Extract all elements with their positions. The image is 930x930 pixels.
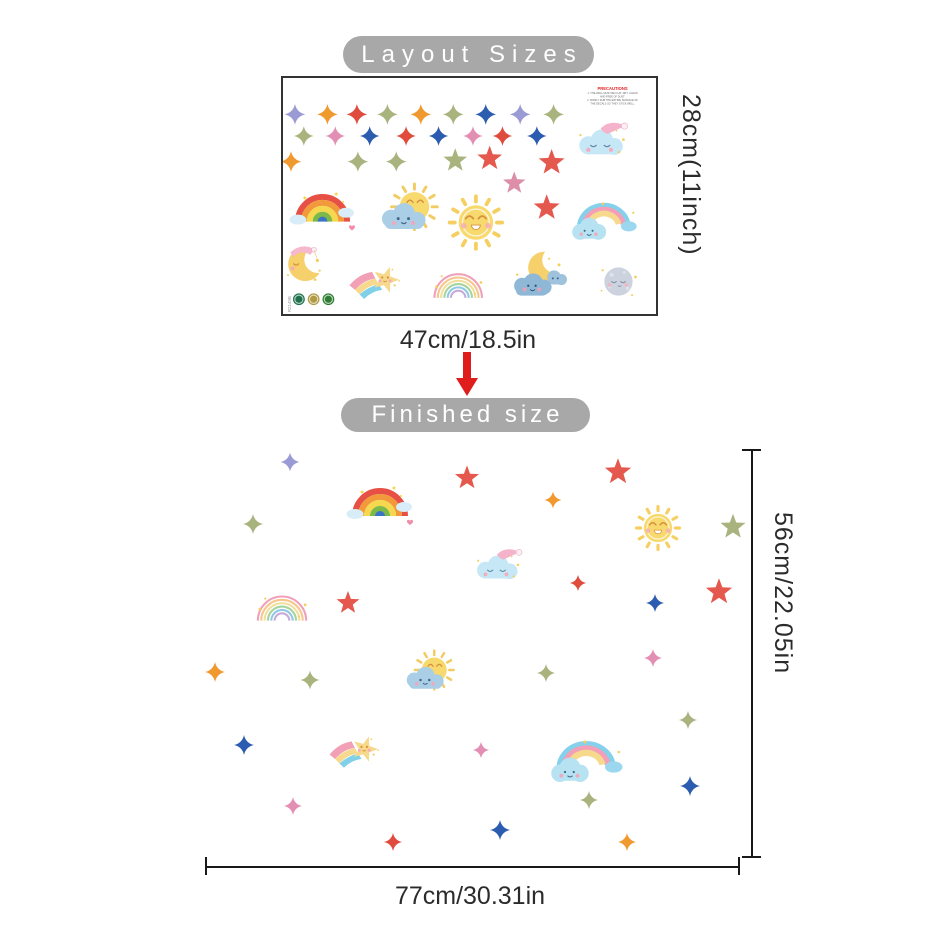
- sticker-spark: [428, 126, 449, 146]
- sticker-spark: [396, 126, 416, 146]
- height-dimension-cap-bottom: [742, 856, 761, 858]
- sticker-spark: [283, 151, 302, 172]
- sticker-spark: [346, 104, 368, 125]
- sticker-spark: [410, 104, 432, 125]
- svg-text:2. FIRMLY RUB THE ENTIRE SURFA: 2. FIRMLY RUB THE ENTIRE SURFACE OF: [587, 98, 638, 102]
- sticker-rbArc: [572, 202, 636, 240]
- sticker-spark: [509, 104, 531, 125]
- sticker-rbPastel: [256, 595, 308, 622]
- sticker-moonCl: [513, 248, 568, 297]
- sheet-width-label: 47cm/18.5in: [399, 326, 537, 354]
- svg-text:AND FREE OF DUST.: AND FREE OF DUST.: [600, 95, 625, 99]
- sticker-sun1: [634, 504, 682, 552]
- sticker-moonCap: [286, 245, 322, 282]
- svg-text:1. THE WALL MUST BE FLAT, DRY,: 1. THE WALL MUST BE FLAT, DRY, CLEAN: [588, 91, 638, 95]
- sheet-sticker-items: [283, 104, 638, 306]
- width-dimension-cap-right: [738, 857, 740, 875]
- width-dimension-line: [206, 866, 739, 868]
- finished-sticker-items: [205, 452, 746, 851]
- sticker-spark: [205, 662, 225, 682]
- sticker-star5: [705, 578, 733, 604]
- sticker-spark: [442, 104, 464, 125]
- sticker-badge: [292, 292, 306, 306]
- sticker-spark: [543, 104, 564, 125]
- sticker-spark: [243, 514, 263, 534]
- down-arrow-icon: [452, 352, 482, 398]
- sticker-shoot: [329, 732, 382, 769]
- finished-height-label: 56cm/22.05in: [769, 512, 797, 675]
- sticker-star5: [455, 465, 479, 489]
- finished-width-label: 77cm/30.31in: [394, 882, 546, 910]
- sticker-spark: [284, 104, 306, 125]
- sticker-spark: [234, 735, 254, 755]
- sticker-star5: [503, 171, 526, 193]
- sticker-spark: [293, 126, 314, 146]
- finished-layout-graphic: [205, 452, 746, 851]
- svg-text:PRECAUTIONS: PRECAUTIONS: [598, 86, 628, 91]
- height-dimension-line: [751, 450, 753, 858]
- sticker-star5: [533, 194, 560, 219]
- sticker-spark: [490, 820, 510, 840]
- sticker-star5: [443, 148, 468, 171]
- sticker-rbPastel: [433, 273, 484, 299]
- sticker-spark: [473, 742, 489, 758]
- down-arrow-head: [456, 378, 478, 396]
- down-arrow-shaft: [463, 352, 471, 379]
- sticker-star5: [477, 145, 502, 170]
- sticker-cloudCap: [578, 122, 629, 156]
- sticker-badge: [307, 292, 321, 306]
- layout-sizes-badge: Layout Sizes: [343, 36, 594, 73]
- sticker-sheet-preview: PRECAUTIONS 1. THE WALL MUST BE FLAT, DRY…: [281, 76, 658, 316]
- sticker-sun2: [405, 649, 455, 691]
- sticker-spark: [570, 575, 586, 591]
- sticker-star5: [604, 458, 632, 484]
- sticker-spark: [325, 126, 346, 146]
- sticker-spark: [377, 104, 398, 125]
- sticker-spark: [384, 833, 402, 851]
- sticker-spark: [618, 833, 636, 851]
- sticker-spark: [646, 594, 664, 612]
- finished-size-badge: Finished size: [341, 398, 590, 432]
- sticker-rbBright: [290, 193, 355, 231]
- sticker-spark: [284, 797, 302, 815]
- sticker-sun1: [447, 194, 505, 251]
- sticker-badge: [321, 292, 335, 306]
- sticker-spark: [580, 791, 598, 809]
- height-dimension-cap-top: [742, 449, 761, 451]
- sticker-spark: [475, 104, 497, 125]
- sticker-spark: [385, 151, 407, 172]
- sticker-spark: [644, 649, 662, 667]
- sticker-star5: [336, 591, 360, 613]
- sticker-spark: [463, 126, 483, 146]
- sticker-spark: [544, 491, 562, 509]
- sticker-moonFull: [600, 266, 638, 297]
- sticker-spark: [347, 151, 369, 172]
- sticker-cloudCap: [476, 548, 523, 580]
- sticker-spark: [280, 452, 300, 472]
- sticker-spark: [492, 126, 513, 146]
- svg-text:THE DECALS SO THEY STICK WELL.: THE DECALS SO THEY STICK WELL.: [590, 101, 635, 105]
- sticker-spark: [527, 126, 547, 146]
- sheet-height-label: 28cm(11inch): [677, 94, 705, 256]
- sticker-star5: [720, 513, 746, 538]
- sticker-spark: [317, 104, 338, 125]
- width-dimension-cap-left: [205, 857, 207, 875]
- sticker-sun2: [380, 182, 439, 232]
- sticker-rbArc: [551, 741, 622, 783]
- sticker-rbBright: [347, 487, 414, 526]
- sticker-star5: [538, 148, 565, 174]
- sticker-spark: [359, 126, 380, 146]
- sticker-shoot: [348, 262, 403, 300]
- sticker-spark: [679, 711, 697, 729]
- sticker-spark: [300, 670, 320, 690]
- sticker-spark: [680, 776, 700, 796]
- sticker-spark: [537, 664, 555, 682]
- sku-code: R2149B: [287, 296, 292, 312]
